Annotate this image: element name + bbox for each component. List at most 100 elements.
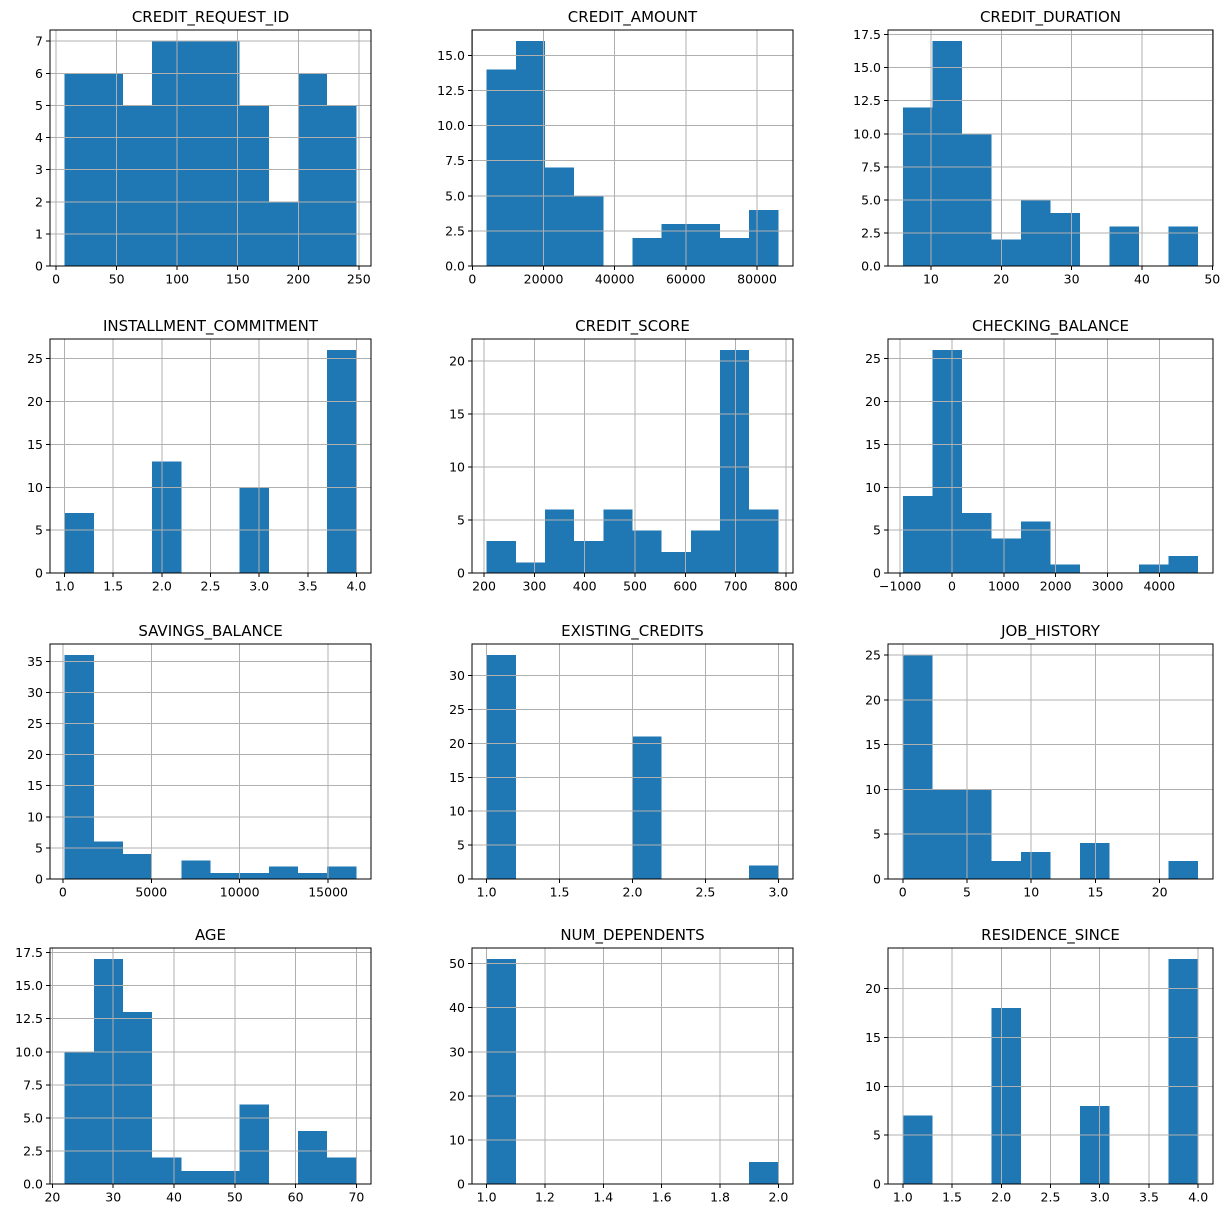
axes-frame <box>887 29 1214 267</box>
x-tick-label: 3.0 <box>1090 1190 1110 1205</box>
histogram-bar <box>961 513 992 573</box>
x-tick-label: 5 <box>963 885 971 900</box>
chart-title: CREDIT_DURATION <box>980 8 1121 27</box>
y-tick-label: 50 <box>449 956 465 971</box>
histogram-bar <box>93 841 123 879</box>
histogram-bar <box>720 350 750 573</box>
x-tick-label: 600 <box>673 579 697 594</box>
histogram-panel: 1.0 1.5 2.0 2.5 3.0 3.5 4.0 0 5 10 15 20 RESIDENCE_S… <box>865 926 1214 1205</box>
y-tick-label: 25 <box>27 716 43 731</box>
histogram-bar <box>902 1115 933 1184</box>
axes-frame <box>471 947 794 1185</box>
chart-title: RESIDENCE_SINCE <box>981 926 1120 945</box>
x-tick-label: 1.4 <box>593 1190 613 1205</box>
x-tick-label: 3.5 <box>298 579 318 594</box>
histogram-bar <box>1168 555 1199 573</box>
histogram-bar <box>327 1157 357 1184</box>
x-tick-label: 10 <box>1023 885 1039 900</box>
y-tick-label: 5 <box>873 1128 881 1143</box>
x-tick-label: 3000 <box>1092 579 1124 594</box>
histogram-panel: 0 5 10 15 20 0 5 10 15 20 25 JOB_HISTORY <box>865 622 1214 900</box>
histogram-bar <box>64 655 94 879</box>
x-tick-label: 15000 <box>308 885 348 900</box>
y-tick-label: 20 <box>27 394 43 409</box>
y-tick-label: 10 <box>865 1079 881 1094</box>
histogram-bar <box>544 509 575 573</box>
histogram-bar <box>661 551 691 573</box>
y-tick-label: 15 <box>449 770 465 785</box>
y-tick-label: 20 <box>865 981 881 996</box>
histogram-bar <box>1168 959 1199 1184</box>
histogram-bar <box>1020 852 1051 879</box>
histogram-bar <box>932 41 962 266</box>
y-tick-label: 10.0 <box>15 1044 43 1059</box>
y-tick-label: 0 <box>35 872 43 887</box>
x-tick-label: 2.0 <box>623 885 643 900</box>
x-tick-label: 15 <box>1088 885 1104 900</box>
histogram-bar <box>210 41 240 266</box>
y-tick-label: 20 <box>449 1088 465 1103</box>
y-tick-label: 15.0 <box>15 978 43 993</box>
histogram-bar <box>239 872 269 879</box>
histogram-bar <box>515 41 545 266</box>
y-tick-label: 15.0 <box>853 60 881 75</box>
y-tick-label: 25 <box>865 648 881 663</box>
y-tick-label: 7.5 <box>23 1077 43 1092</box>
histogram-bar <box>1020 521 1051 573</box>
histogram-bar <box>902 495 933 573</box>
y-tick-label: 40 <box>449 1000 465 1015</box>
x-tick-label: 20 <box>993 272 1009 287</box>
y-tick-label: 10 <box>27 809 43 824</box>
x-tick-label: 30 <box>105 1190 121 1205</box>
y-tick-label: 2 <box>35 194 43 209</box>
histogram-bar <box>749 865 779 879</box>
histogram-bar <box>210 872 240 879</box>
y-tick-label: 0.0 <box>23 1177 43 1192</box>
x-tick-label: 1.5 <box>550 885 570 900</box>
histogram-bar <box>327 105 357 266</box>
y-tick-label: 5 <box>457 512 465 527</box>
axes-frame <box>887 338 1214 574</box>
y-tick-label: 2.5 <box>23 1143 43 1158</box>
y-tick-label: 0 <box>35 259 43 274</box>
histogram-bar <box>239 1104 269 1184</box>
histogram-bar <box>122 854 153 879</box>
histogram-bar <box>64 513 94 573</box>
histogram-panel: 10 20 30 40 50 0.0 2.5 5.0 7.5 10.0 12.5 15.0 17.5 CR… <box>853 8 1220 287</box>
y-tick-label: 5 <box>35 98 43 113</box>
histogram-bar <box>690 223 721 266</box>
y-tick-label: 10 <box>865 480 881 495</box>
x-tick-label: 400 <box>573 579 597 594</box>
histogram-bar <box>152 41 182 266</box>
x-tick-label: 2000 <box>1040 579 1072 594</box>
histogram-bar <box>1080 843 1110 879</box>
y-tick-label: 20 <box>865 692 881 707</box>
x-tick-label: 1.0 <box>477 1190 497 1205</box>
histogram-bar <box>1050 564 1081 573</box>
histogram-panel: 0 20000 40000 60000 80000 0.0 2.5 5.0 7.5 10.0 12.… <box>437 8 794 287</box>
y-tick-label: 5 <box>35 523 43 538</box>
x-tick-label: 0 <box>468 272 476 287</box>
y-tick-label: 10.0 <box>437 118 465 133</box>
histogram-bar <box>1050 213 1081 266</box>
x-tick-label: 1.6 <box>652 1190 672 1205</box>
y-tick-label: 20 <box>865 394 881 409</box>
histogram-bar <box>486 655 516 879</box>
y-tick-label: 0 <box>35 566 43 581</box>
x-tick-label: 20 <box>44 1190 60 1205</box>
x-tick-label: 3.0 <box>249 579 269 594</box>
histogram-bar <box>93 959 123 1184</box>
x-tick-label: 60000 <box>666 272 706 287</box>
histogram-bar <box>515 562 545 573</box>
x-tick-label: 150 <box>226 272 250 287</box>
y-tick-label: 15 <box>865 737 881 752</box>
histogram-bar <box>122 1012 153 1184</box>
histogram-bar <box>690 530 721 573</box>
histogram-panel: 1.0 1.5 2.0 2.5 3.0 3.5 4.0 0 5 10 15 20 25 INSTALLME… <box>27 317 372 594</box>
x-tick-label: 2.5 <box>201 579 221 594</box>
axes-frame <box>887 643 1214 880</box>
y-tick-label: 12.5 <box>853 93 881 108</box>
y-tick-label: 15 <box>27 437 43 452</box>
y-tick-label: 5 <box>457 838 465 853</box>
x-tick-label: 4.0 <box>1188 1190 1208 1205</box>
